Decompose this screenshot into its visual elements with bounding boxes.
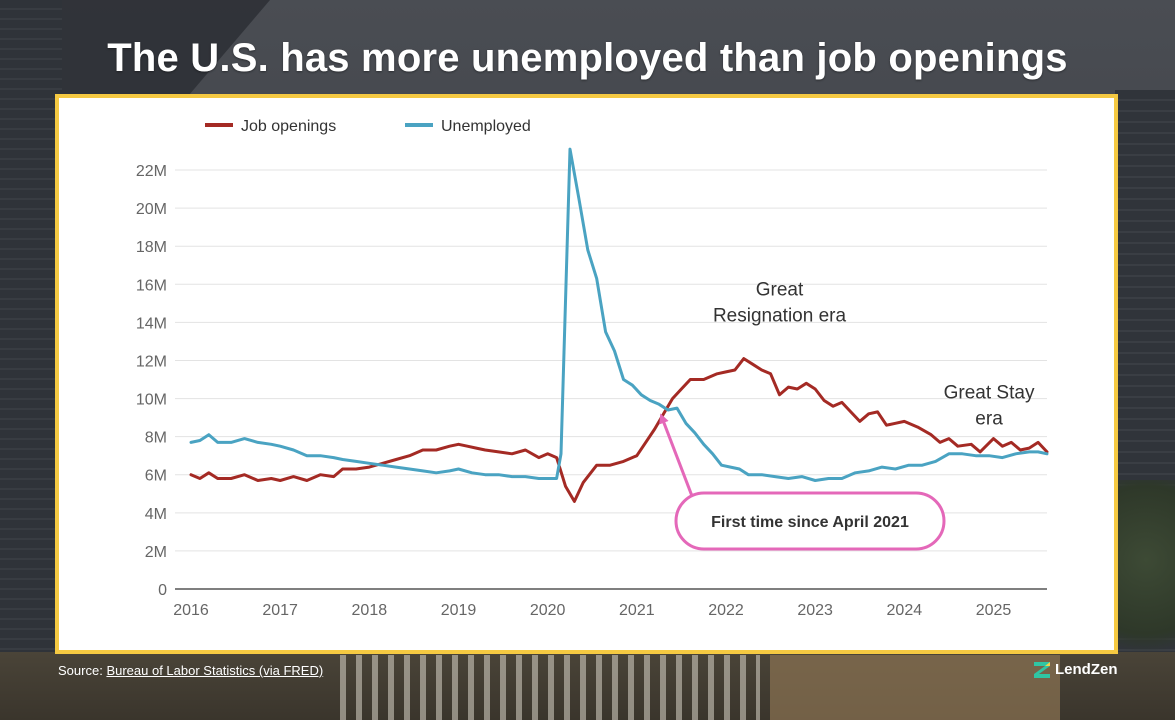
x-tick-label: 2024 (887, 602, 923, 619)
legend: Job openings Unemployed (205, 118, 531, 135)
y-tick-label: 22M (136, 163, 167, 180)
y-tick-label: 20M (136, 201, 167, 218)
x-tick-label: 2017 (262, 602, 298, 619)
y-tick-label: 12M (136, 353, 167, 370)
y-tick-label: 16M (136, 277, 167, 294)
chart-frame: 0 2M 4M 6M 8M 10M 12M 14M 16M 18M 20M 22M 2016 2017 20… (55, 94, 1118, 654)
great-resignation-annotation: Great (756, 280, 804, 301)
background-house-left (0, 0, 62, 720)
x-tick-label: 2023 (797, 602, 833, 619)
background-fence (340, 655, 760, 720)
y-tick-label: 0 (158, 582, 167, 599)
x-tick-label: 2021 (619, 602, 655, 619)
source-note: Source: Bureau of Labor Statistics (via … (58, 663, 323, 678)
line-chart: 0 2M 4M 6M 8M 10M 12M 14M 16M 18M 20M 22M 2016 2017 20… (136, 118, 1049, 619)
axes: 0 2M 4M 6M 8M 10M 12M 14M 16M 18M 20M 22M 2016 2017 20… (136, 163, 1012, 619)
callout-text: First time since April 2021 (711, 514, 909, 531)
source-link[interactable]: Bureau of Labor Statistics (via FRED) (106, 663, 324, 678)
x-tick-label: 2025 (976, 602, 1012, 619)
page-title: The U.S. has more unemployed than job op… (107, 36, 1068, 80)
source-prefix: Source: (58, 663, 103, 678)
great-resignation-annotation: Resignation era (713, 306, 847, 327)
y-tick-label: 4M (145, 506, 167, 523)
y-tick-label: 8M (145, 430, 167, 447)
callout-arrow (659, 413, 697, 504)
brand-name: LendZen (1055, 661, 1118, 678)
x-tick-label: 2016 (173, 602, 209, 619)
lendzen-logo-icon (1034, 661, 1050, 678)
great-stay-annotation: Great Stay (944, 383, 1035, 404)
x-tick-label: 2022 (708, 602, 744, 619)
y-tick-label: 14M (136, 315, 167, 332)
legend-label-unemployed: Unemployed (441, 118, 531, 135)
background-tree (1117, 480, 1175, 680)
x-tick-label: 2019 (441, 602, 477, 619)
x-tick-label: 2018 (352, 602, 388, 619)
series (189, 147, 1049, 503)
annotations: Great Resignation era Great Stay era First t… (659, 280, 1035, 551)
callout-box (674, 491, 946, 551)
y-tick-label: 18M (136, 239, 167, 256)
gridlines (175, 169, 1047, 590)
unemployed-series-line (189, 147, 1049, 482)
brand-logo: LendZen (1034, 661, 1118, 678)
great-stay-annotation: era (975, 409, 1003, 430)
background-house-bottom (770, 655, 1060, 720)
job-openings-series-line (189, 357, 1049, 503)
y-tick-label: 10M (136, 392, 167, 409)
legend-label-job-openings: Job openings (241, 118, 336, 135)
y-tick-label: 6M (145, 468, 167, 485)
x-tick-label: 2020 (530, 602, 566, 619)
y-tick-label: 2M (145, 544, 167, 561)
